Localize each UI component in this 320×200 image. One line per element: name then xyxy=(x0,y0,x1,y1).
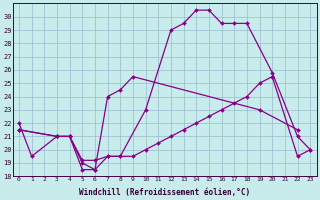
X-axis label: Windchill (Refroidissement éolien,°C): Windchill (Refroidissement éolien,°C) xyxy=(79,188,250,197)
